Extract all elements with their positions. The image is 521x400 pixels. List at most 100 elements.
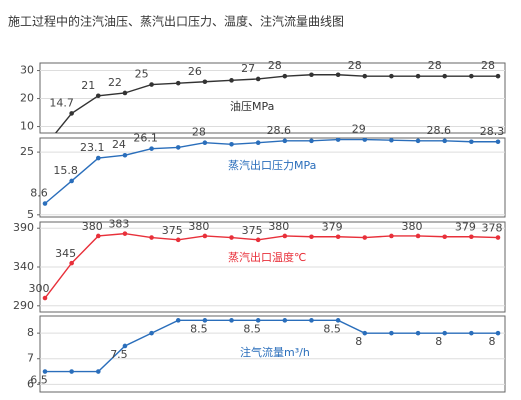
y-tick-label: 7: [27, 352, 34, 365]
marker: [149, 330, 154, 336]
marker: [69, 369, 74, 374]
marker: [469, 330, 474, 336]
data-label: 380: [402, 220, 423, 233]
marker: [202, 318, 208, 323]
marker: [149, 146, 154, 151]
marker: [415, 138, 421, 144]
marker: [469, 139, 474, 145]
marker: [389, 330, 394, 336]
data-label: 15.8: [53, 164, 78, 177]
marker: [43, 144, 48, 149]
marker: [309, 72, 314, 78]
data-label: 375: [242, 224, 263, 237]
marker: [389, 233, 394, 239]
data-label: 28.6: [426, 124, 451, 137]
marker: [362, 73, 368, 79]
marker: [95, 369, 101, 374]
data-label: 8.6: [30, 187, 48, 200]
chart-title: 施工过程中的注汽油压、蒸汽出口压力、温度、注汽流量曲线图: [8, 14, 344, 29]
data-label: 8.5: [243, 322, 261, 335]
marker: [442, 138, 448, 144]
marker: [69, 260, 74, 266]
marker: [469, 234, 474, 240]
data-label: 379: [322, 221, 343, 234]
data-label: 7.5: [110, 348, 128, 361]
marker: [95, 93, 101, 99]
data-label: 8: [489, 335, 496, 348]
data-label: 24: [112, 138, 126, 151]
marker: [495, 73, 501, 79]
data-label: 8.5: [190, 322, 208, 335]
marker: [255, 140, 261, 146]
marker: [469, 73, 474, 79]
panel-frame: [39, 137, 506, 218]
data-label: 6.5: [30, 374, 48, 387]
marker: [122, 231, 128, 236]
marker: [442, 330, 448, 336]
data-label: 23.1: [80, 141, 105, 154]
marker: [442, 73, 448, 79]
series: [42, 138, 501, 206]
marker: [362, 235, 368, 240]
marker: [42, 201, 48, 206]
y-tick-label: 20: [20, 92, 34, 105]
marker: [149, 235, 154, 240]
y-tick-label: 5: [27, 208, 34, 221]
panel-frame: [39, 315, 506, 393]
data-label: 383: [108, 218, 129, 231]
data-label: 28.3: [480, 125, 505, 138]
marker: [95, 155, 101, 161]
marker: [175, 237, 181, 243]
data-label: 379: [455, 221, 476, 234]
marker: [309, 234, 314, 240]
marker: [415, 233, 421, 239]
line: [44, 138, 498, 205]
data-label: 28: [268, 59, 282, 72]
marker: [389, 73, 394, 79]
marker: [202, 79, 208, 85]
marker: [282, 138, 288, 144]
marker: [69, 178, 74, 184]
marker: [202, 140, 208, 146]
marker: [282, 318, 288, 323]
marker: [95, 233, 101, 239]
series: [42, 231, 501, 301]
marker: [149, 82, 154, 87]
marker: [335, 138, 341, 142]
data-label: 29: [352, 123, 366, 136]
y-tick-label: 290: [13, 299, 34, 312]
marker: [495, 330, 501, 336]
data-label: 28.6: [267, 124, 292, 137]
marker: [255, 76, 261, 82]
line: [54, 74, 498, 133]
data-label: 14.7: [49, 96, 74, 109]
data-label: 345: [55, 247, 76, 260]
y-tick-label: 25: [20, 145, 34, 158]
marker: [335, 318, 341, 323]
data-label: 28: [348, 59, 362, 72]
series: [43, 72, 501, 149]
marker: [175, 318, 181, 323]
data-label: 26.1: [133, 132, 158, 145]
data-label: 25: [135, 68, 149, 81]
marker: [42, 295, 48, 301]
marker: [335, 234, 341, 240]
series-label: 蒸汽出口温度℃: [228, 250, 306, 264]
series-label: 油压MPa: [230, 99, 274, 113]
marker: [335, 72, 341, 78]
marker: [362, 138, 368, 142]
data-label: 27: [241, 62, 255, 75]
data-label: 22: [108, 76, 122, 89]
marker: [362, 330, 368, 336]
data-label: 380: [188, 220, 209, 233]
y-tick-label: 390: [13, 221, 34, 234]
data-label: 300: [29, 282, 50, 295]
marker: [255, 318, 261, 323]
marker: [309, 138, 314, 144]
series-label: 蒸汽出口压力MPa: [228, 158, 316, 172]
marker: [282, 73, 288, 79]
marker: [202, 233, 208, 239]
data-label: 8: [435, 335, 442, 348]
marker: [122, 343, 128, 349]
marker: [42, 369, 48, 374]
